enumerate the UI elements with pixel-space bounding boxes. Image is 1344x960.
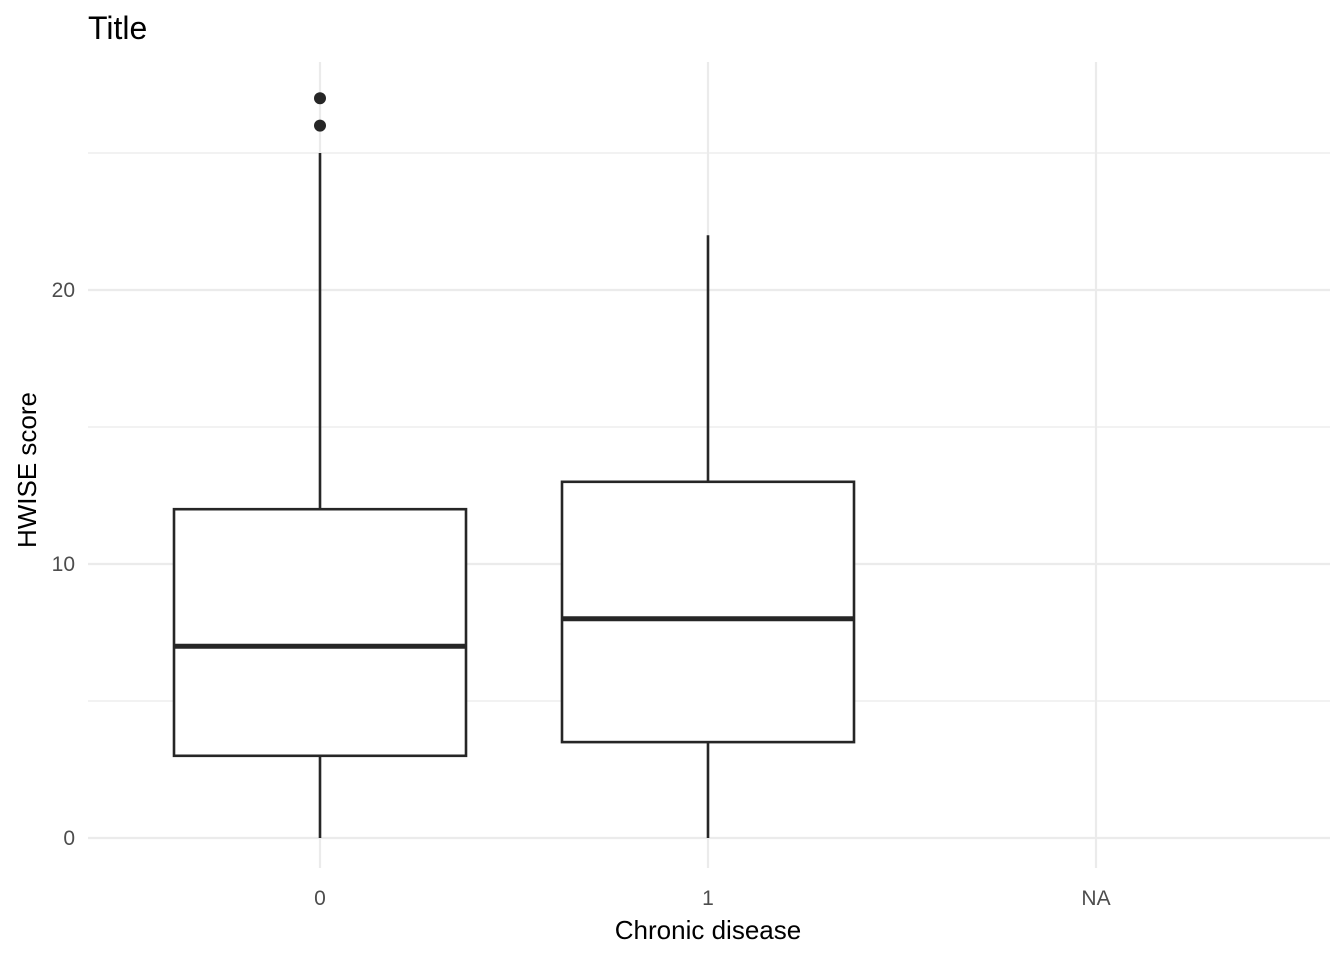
x-tick-label: 0	[314, 887, 326, 910]
box-layer	[172, 92, 856, 838]
chart-title: Title	[88, 10, 147, 46]
outlier-point	[314, 119, 326, 132]
y-tick-label: 10	[52, 553, 75, 576]
y-tick-label: 0	[63, 827, 75, 850]
x-axis-title: Chronic disease	[615, 915, 801, 945]
box-iqr	[172, 507, 468, 758]
y-axis-title: HWISE score	[12, 392, 42, 548]
x-tick-label: NA	[1081, 887, 1110, 910]
tick-layer: 0 10 20 0 1 NA	[52, 279, 1111, 910]
outlier-point	[314, 92, 326, 105]
box-iqr	[560, 480, 856, 744]
x-tick-label: 1	[702, 887, 714, 910]
y-tick-label: 20	[52, 279, 75, 302]
